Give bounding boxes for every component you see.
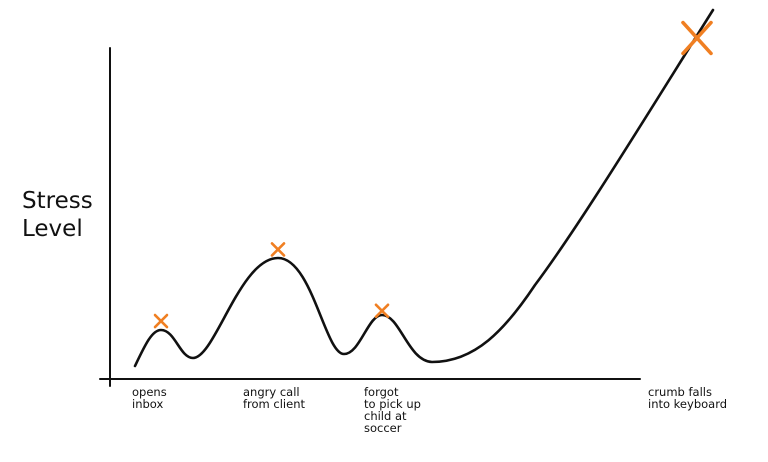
event-marker-1: [153, 313, 169, 329]
event-label-1: opens inbox: [132, 385, 167, 411]
event-label-line: into keyboard: [648, 397, 727, 411]
event-label-4: crumb falls into keyboard: [648, 385, 727, 411]
event-label-line: forgot: [364, 385, 399, 399]
event-label-2: angry call from client: [243, 385, 305, 411]
event-label-line: angry call: [243, 385, 300, 399]
y-axis-label-line-1: Stress: [22, 188, 93, 214]
event-marker-stroke: [374, 303, 390, 319]
event-label-line: child at: [364, 409, 407, 423]
event-marker-stroke: [153, 313, 169, 329]
event-label-3: forgot to pick up child at soccer: [364, 385, 421, 435]
event-label-line: inbox: [132, 397, 163, 411]
event-marker-4: [681, 20, 713, 56]
event-label-line: from client: [243, 397, 305, 411]
event-marker-2: [270, 242, 286, 257]
event-label-line: crumb falls: [648, 385, 712, 399]
event-label-line: opens: [132, 385, 167, 399]
y-axis-label-line-2: Level: [22, 216, 83, 242]
event-label-line: to pick up: [364, 397, 421, 411]
stress-curve-line: [133, 8, 715, 368]
event-marker-3: [374, 303, 390, 319]
event-marker-stroke: [681, 20, 713, 56]
event-marker-stroke: [270, 242, 286, 257]
event-label-line: soccer: [364, 421, 402, 435]
